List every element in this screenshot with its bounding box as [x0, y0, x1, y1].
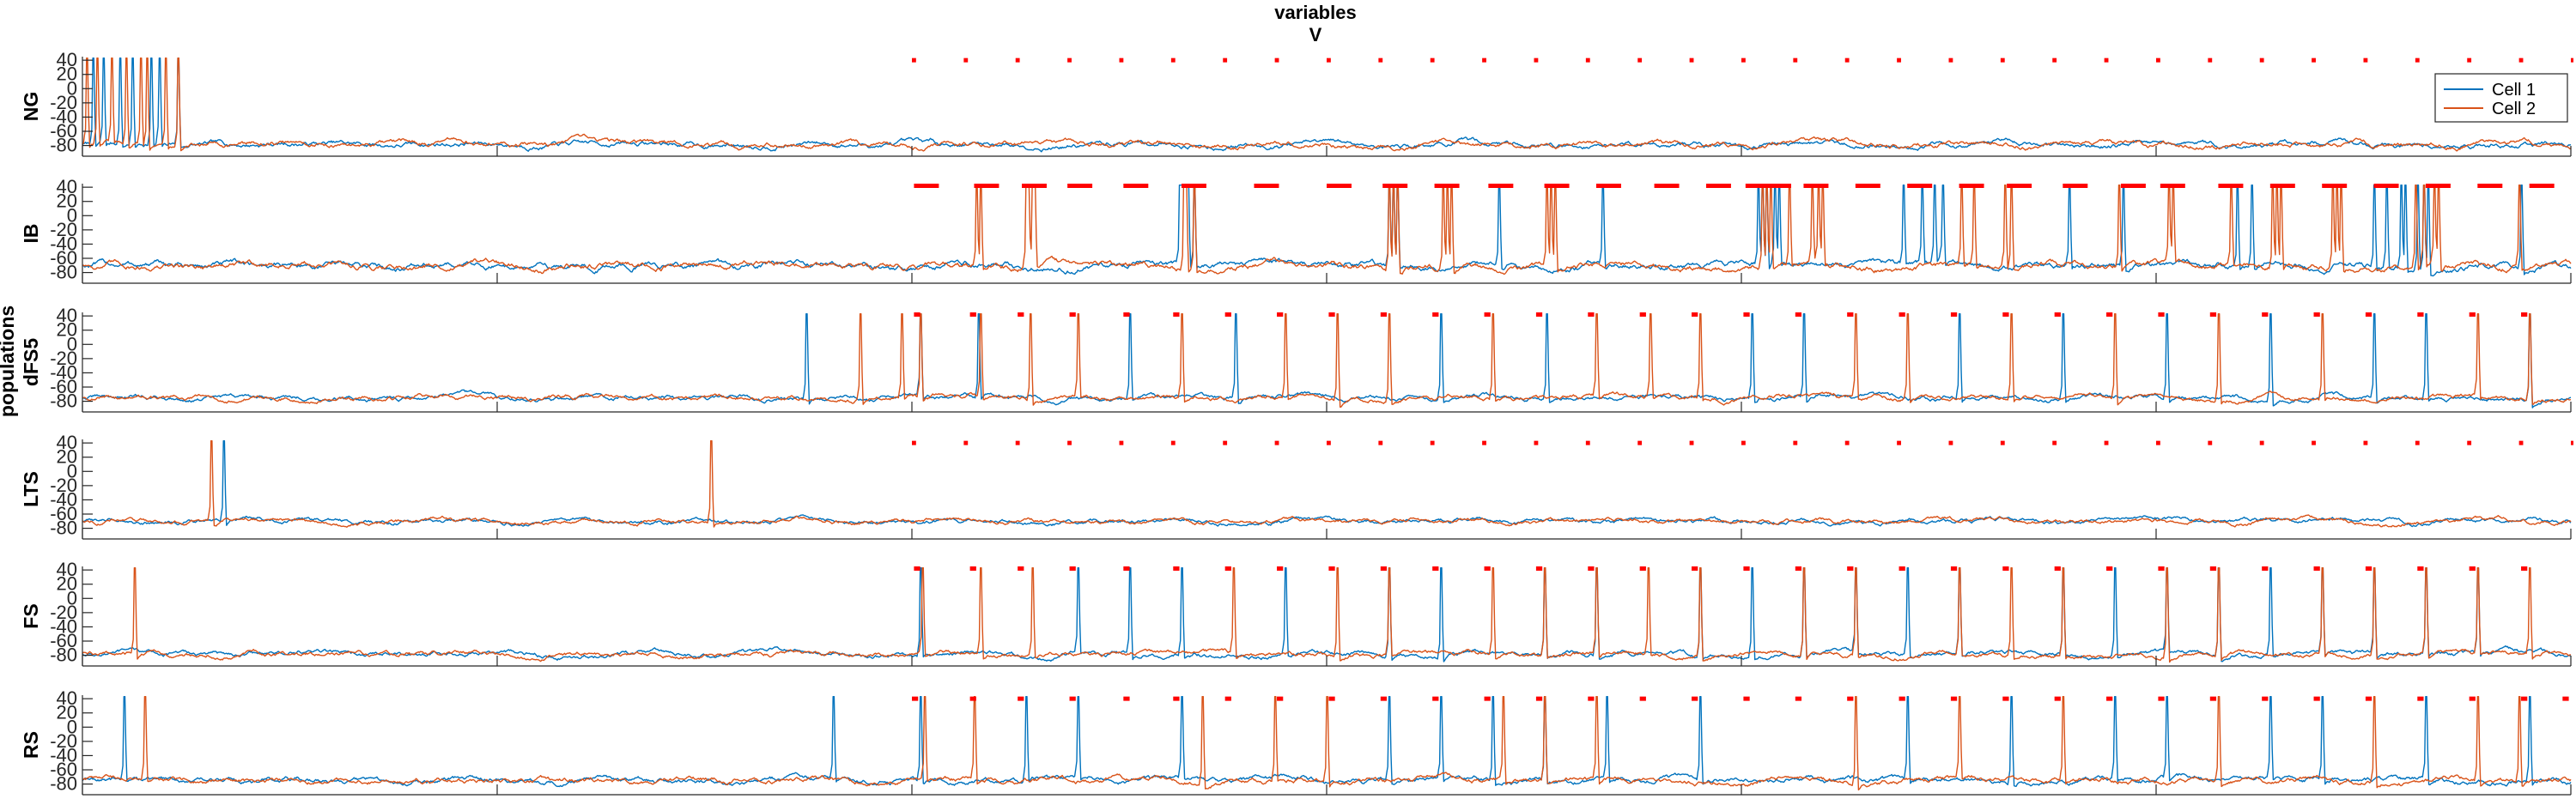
- trace-rs-cell-1: [82, 696, 2572, 788]
- y-tick-label: 40: [57, 687, 77, 709]
- x-tick-label: 1000: [2136, 802, 2178, 805]
- y-tick-label: 0: [67, 587, 77, 608]
- y-tick-label: 20: [57, 573, 77, 595]
- x-tick-label: 200: [482, 802, 513, 805]
- super-y-label: populations: [0, 306, 18, 417]
- y-tick-label: 40: [57, 559, 77, 580]
- panels: 40200-20-40-60-80NG40200-20-40-60-80IB40…: [20, 49, 2573, 796]
- trace-dfs5-cell-2: [82, 313, 2572, 409]
- y-tick-label: 0: [67, 460, 77, 481]
- y-tick-label: 40: [57, 49, 77, 70]
- x-tick-label: 800: [1726, 802, 1758, 805]
- y-tick-label: 40: [57, 305, 77, 326]
- x-tick-label: 400: [896, 802, 928, 805]
- y-tick-label: 0: [67, 716, 77, 737]
- y-tick-label: -40: [50, 488, 77, 510]
- y-tick-label: -80: [50, 645, 77, 666]
- x-axis: 0 200 400 600 800 1000 1200: [77, 802, 2576, 805]
- panel-label-fs: FS: [20, 603, 42, 628]
- x-tick-label: 0: [77, 802, 88, 805]
- y-tick-label: 40: [57, 176, 77, 197]
- trace-ib-cell-1: [82, 184, 2572, 277]
- y-tick-label: -20: [50, 348, 77, 369]
- y-tick-label: -40: [50, 233, 77, 254]
- x-tick-label: 1200: [2534, 802, 2576, 805]
- y-tick-label: 20: [57, 702, 77, 723]
- y-tick-label: -60: [50, 120, 77, 142]
- panel-label-ib: IB: [20, 224, 42, 244]
- y-tick-label: -20: [50, 475, 77, 496]
- y-tick-label: -20: [50, 602, 77, 623]
- y-tick-label: -20: [50, 92, 77, 113]
- trace-lts-cell-2: [82, 440, 2572, 528]
- y-tick-label: 0: [67, 204, 77, 226]
- y-tick-label: 20: [57, 64, 77, 85]
- y-tick-label: -40: [50, 615, 77, 637]
- trace-ng-cell-1: [82, 57, 2572, 153]
- y-tick-label: 0: [67, 77, 77, 99]
- y-tick-label: 20: [57, 446, 77, 468]
- y-tick-label: -20: [50, 730, 77, 752]
- legend-label-1: Cell 1: [2492, 81, 2536, 100]
- y-tick-label: -60: [50, 630, 77, 651]
- y-tick-label: -80: [50, 518, 77, 539]
- figure-subtitle: V: [1309, 24, 1322, 45]
- y-tick-label: -40: [50, 106, 77, 127]
- panel-label-dfs5: dFS5: [20, 338, 42, 386]
- trace-rs-cell-2: [82, 696, 2572, 791]
- x-tick-label: 600: [1311, 802, 1343, 805]
- panel-label-rs: RS: [20, 731, 42, 759]
- y-tick-label: 20: [57, 191, 77, 212]
- trace-ng-cell-2: [82, 57, 2572, 152]
- y-tick-label: -60: [50, 247, 77, 269]
- panel-label-lts: LTS: [20, 471, 42, 507]
- y-tick-label: -40: [50, 744, 77, 766]
- y-tick-label: -80: [50, 135, 77, 156]
- legend-label-2: Cell 2: [2492, 100, 2536, 118]
- y-tick-label: -80: [50, 390, 77, 412]
- panel-label-ng: NG: [20, 92, 42, 122]
- y-tick-label: 40: [57, 432, 77, 453]
- y-tick-label: 20: [57, 319, 77, 341]
- y-tick-label: -80: [50, 773, 77, 795]
- y-tick-label: -80: [50, 262, 77, 283]
- y-tick-label: -20: [50, 219, 77, 240]
- y-tick-label: 0: [67, 333, 77, 354]
- trace-ib-cell-2: [82, 184, 2572, 275]
- y-tick-label: -60: [50, 503, 77, 524]
- y-tick-label: -60: [50, 376, 77, 397]
- y-tick-label: -40: [50, 361, 77, 383]
- figure-title: variables: [1274, 2, 1356, 23]
- y-tick-label: -60: [50, 759, 77, 780]
- trace-fs-cell-1: [82, 567, 2572, 663]
- legend-box: [2434, 73, 2568, 123]
